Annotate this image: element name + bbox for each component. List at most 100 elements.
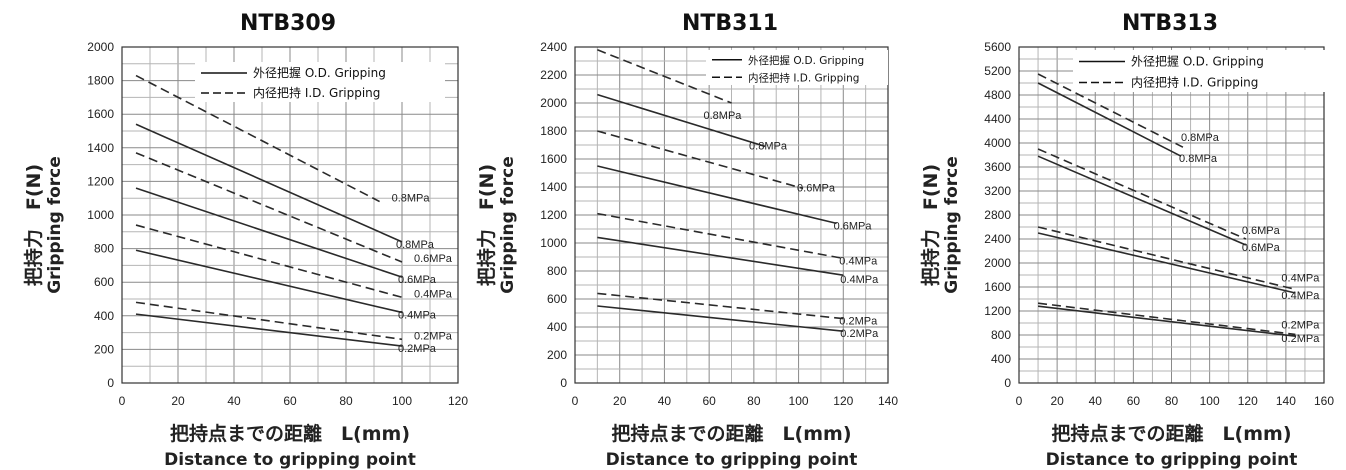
y-tick-label: 4000 (984, 136, 1011, 150)
y-tick-label: 1400 (87, 141, 114, 155)
y-tick-label: 1600 (87, 107, 114, 121)
series-end-label: 0.6MPa (1242, 242, 1281, 254)
y-tick-label: 2400 (984, 232, 1011, 246)
y-axis-label-en: Gripping force (498, 156, 518, 294)
x-tick-label: 80 (1165, 394, 1179, 408)
chart-title: NTB311 (682, 11, 778, 36)
series-end-label: 0.6MPa (414, 253, 453, 265)
legend-label: 外径把握 O.D. Gripping (253, 65, 386, 80)
y-tick-label: 800 (94, 242, 114, 256)
y-tick-label: 800 (991, 328, 1011, 342)
y-tick-label: 4400 (984, 112, 1011, 126)
y-axis-label-en: Gripping force (45, 156, 65, 294)
y-tick-label: 400 (547, 320, 567, 334)
series-end-label: 0.2MPa (414, 330, 453, 342)
x-tick-label: 60 (283, 394, 297, 408)
y-tick-label: 800 (547, 264, 567, 278)
x-axis-label: 把持点までの距離 L(mm) (611, 422, 851, 445)
x-tick-label: 80 (339, 394, 353, 408)
legend-label: 外径把握 O.D. Gripping (748, 54, 864, 67)
x-tick-label: 20 (1050, 394, 1064, 408)
y-tick-label: 4800 (984, 88, 1011, 102)
x-tick-label: 160 (1314, 394, 1334, 408)
series-end-label: 0.2MPa (1281, 319, 1320, 331)
x-tick-label: 80 (747, 394, 761, 408)
x-tick-label: 100 (1200, 394, 1220, 408)
x-tick-label: 40 (227, 394, 241, 408)
y-tick-label: 0 (560, 376, 567, 390)
legend-label: 内径把持 I.D. Gripping (748, 71, 859, 84)
y-tick-label: 1200 (87, 174, 114, 188)
chart-title: NTB313 (1122, 11, 1218, 36)
y-tick-label: 2200 (540, 68, 567, 82)
y-tick-label: 2400 (540, 40, 567, 54)
y-tick-label: 1000 (87, 208, 114, 222)
y-axis-label-en: Gripping force (942, 156, 962, 294)
y-axis-label: 把持力 F(N) (475, 164, 498, 286)
series-end-label: 0.4MPa (1281, 272, 1320, 284)
y-tick-label: 1200 (984, 304, 1011, 318)
series-end-label: 0.6MPa (398, 274, 437, 286)
series-end-label: 0.2MPa (398, 343, 437, 355)
x-tick-label: 0 (1016, 394, 1023, 408)
series-end-label: 0.6MPa (1242, 225, 1281, 237)
x-tick-label: 40 (658, 394, 672, 408)
x-axis-label-en: Distance to gripping point (164, 450, 416, 470)
x-tick-label: 100 (392, 394, 412, 408)
y-tick-label: 2000 (87, 40, 114, 54)
series-end-label: 0.8MPa (1179, 153, 1218, 165)
series-end-label: 0.2MPa (840, 328, 879, 340)
y-tick-label: 1000 (540, 236, 567, 250)
series-end-label: 0.8MPa (749, 140, 788, 152)
x-tick-label: 120 (448, 394, 468, 408)
x-tick-label: 120 (833, 394, 853, 408)
chart-ntb313: 0 20 40 60 80 100 120 140 1600400800120016002000… (919, 11, 1334, 470)
series-end-label: 0.2MPa (1281, 333, 1320, 345)
chart-ntb309: 0 20 40 60 80 100 1200200400600800100012001400… (22, 11, 468, 470)
legend-label: 外径把握 O.D. Gripping (1131, 54, 1264, 69)
x-tick-label: 0 (572, 394, 579, 408)
y-tick-label: 200 (94, 342, 114, 356)
y-tick-label: 5200 (984, 64, 1011, 78)
legend-label: 内径把持 I.D. Gripping (253, 85, 380, 100)
y-tick-label: 1600 (540, 152, 567, 166)
y-tick-label: 2000 (984, 256, 1011, 270)
series-end-label: 0.8MPa (1181, 132, 1220, 144)
series-end-label: 0.4MPa (1281, 290, 1320, 302)
y-tick-label: 200 (547, 348, 567, 362)
y-tick-label: 1800 (540, 124, 567, 138)
x-tick-label: 20 (171, 394, 185, 408)
chart-ntb311: 0 20 40 60 80 100 120 1400200400600800100012001… (475, 11, 898, 470)
x-tick-label: 60 (1127, 394, 1141, 408)
y-tick-label: 600 (547, 292, 567, 306)
x-tick-label: 120 (1238, 394, 1258, 408)
series-end-label: 0.6MPa (797, 182, 836, 194)
x-tick-label: 60 (702, 394, 716, 408)
y-tick-label: 1400 (540, 180, 567, 194)
chart-title: NTB309 (240, 11, 336, 36)
x-tick-label: 100 (789, 394, 809, 408)
series-end-label: 0.8MPa (704, 110, 743, 122)
x-axis-label-en: Distance to gripping point (606, 450, 858, 470)
y-axis-label: 把持力 F(N) (22, 164, 45, 286)
series-end-label: 0.4MPa (414, 288, 453, 300)
series-end-label: 0.2MPa (839, 316, 878, 328)
x-axis-label: 把持点までの距離 L(mm) (1051, 422, 1291, 445)
y-tick-label: 400 (991, 352, 1011, 366)
x-axis-label-en: Distance to gripping point (1046, 450, 1298, 470)
y-tick-label: 3600 (984, 160, 1011, 174)
y-tick-label: 1800 (87, 74, 114, 88)
series-end-label: 0.4MPa (839, 255, 878, 267)
y-tick-label: 2000 (540, 96, 567, 110)
series-end-label: 0.4MPa (398, 309, 437, 321)
series-end-label: 0.8MPa (396, 239, 435, 251)
x-tick-label: 0 (119, 394, 126, 408)
x-tick-label: 140 (1276, 394, 1296, 408)
y-tick-label: 0 (1004, 376, 1011, 390)
x-axis-label: 把持点までの距離 L(mm) (170, 422, 410, 445)
y-axis-label: 把持力 F(N) (919, 164, 942, 286)
y-tick-label: 600 (94, 275, 114, 289)
legend-label: 内径把持 I.D. Gripping (1131, 75, 1258, 90)
series-end-label: 0.6MPa (834, 220, 873, 232)
